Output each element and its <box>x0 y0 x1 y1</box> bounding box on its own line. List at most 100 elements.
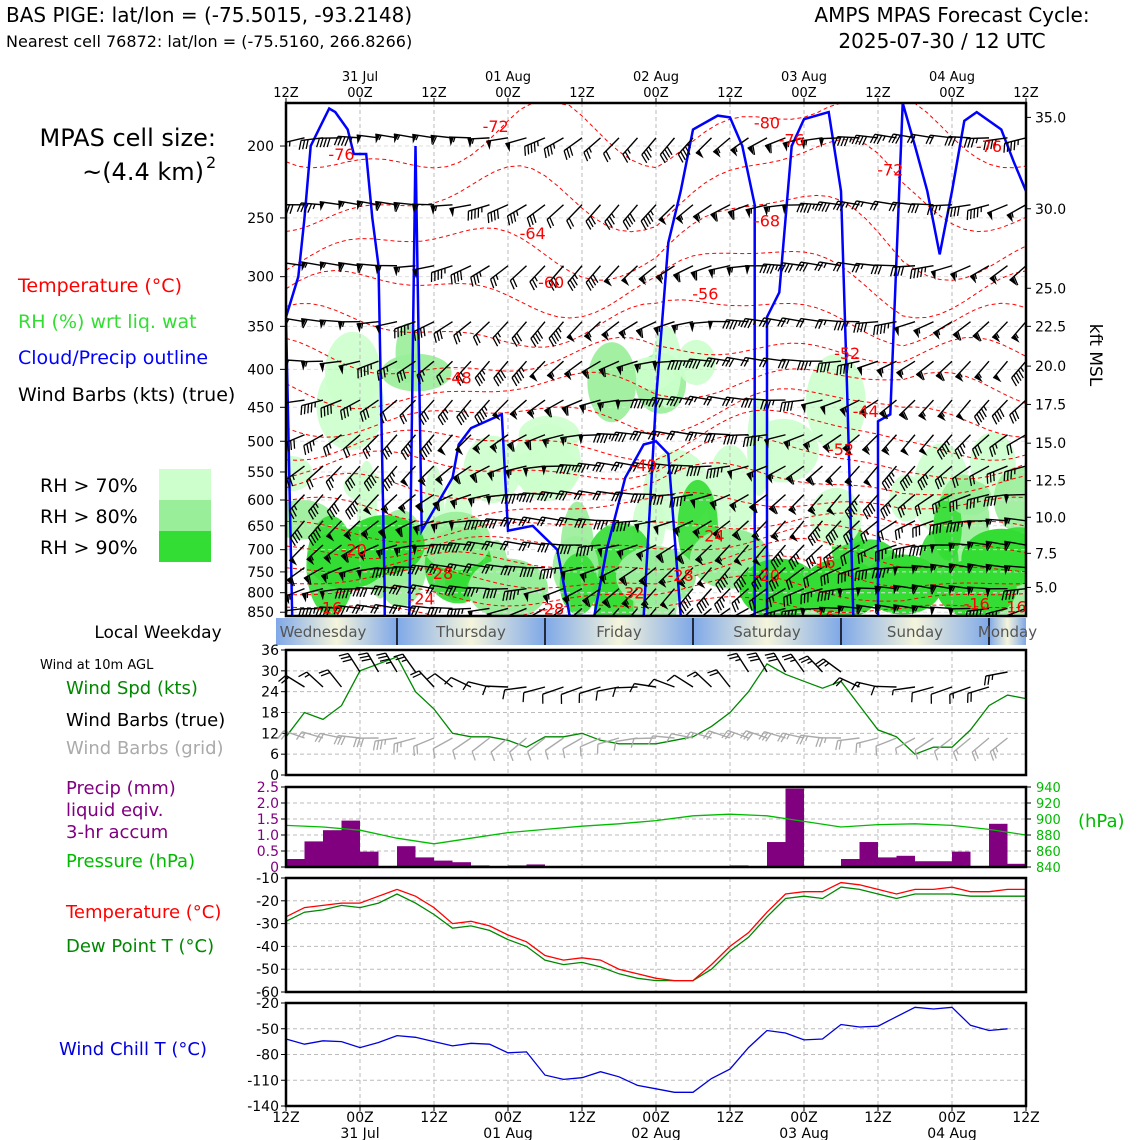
barb-flag <box>401 412 408 422</box>
top-axis-date-label: 31 Jul <box>342 70 378 85</box>
barb-pennant <box>618 330 626 340</box>
barb-flag <box>684 395 691 405</box>
upper-wind-barb <box>611 431 638 443</box>
barb-flag <box>429 564 435 574</box>
barb-flag <box>762 318 768 328</box>
barb-flag <box>667 360 672 370</box>
barb-shaft <box>874 264 897 267</box>
barb-shaft <box>899 465 916 483</box>
barb-shaft <box>768 494 786 510</box>
upper-wind-barb <box>573 490 601 501</box>
barb-flag <box>410 585 417 595</box>
barb-flag <box>362 587 368 598</box>
barb-shaft <box>807 494 824 512</box>
barb-flag <box>780 318 787 328</box>
upper-wind-barb <box>967 563 990 574</box>
temperature-legend: Temperature (°C) <box>65 902 221 923</box>
upper-wind-barb <box>524 434 546 451</box>
barb-flag <box>423 445 430 455</box>
y-tick-label: 0 <box>270 768 279 784</box>
barb-flag <box>377 586 383 596</box>
upper-wind-barb <box>745 204 768 219</box>
barb-flag <box>840 321 846 331</box>
barb-half-flag <box>690 732 695 738</box>
upper-wind-barb <box>399 399 416 425</box>
upper-wind-barb <box>825 520 842 546</box>
barb-shaft <box>340 399 361 412</box>
precip-bar <box>360 851 379 867</box>
barb-flag <box>511 442 515 452</box>
barb-pennant <box>343 532 352 541</box>
barb-flag <box>992 749 997 759</box>
bottom-axis-hour-label: 12Z <box>568 1110 595 1126</box>
barb-flag <box>474 520 479 530</box>
grid-wind-barb <box>527 737 546 761</box>
barb-shaft <box>448 607 472 611</box>
barb-shaft <box>805 465 823 481</box>
barb-flag <box>855 135 861 145</box>
grid-wind-barb <box>471 737 490 761</box>
barb-flag <box>677 153 684 163</box>
barb-flag <box>563 544 568 555</box>
barb-flag <box>909 269 913 279</box>
barb-flag <box>784 359 790 369</box>
barb-half-flag <box>1020 366 1025 373</box>
upper-wind-barb <box>481 540 509 551</box>
barb-flag <box>751 583 757 593</box>
barb-flag <box>966 210 969 221</box>
rh-blob <box>421 511 491 571</box>
barb-half-flag <box>1017 139 1019 146</box>
barb-flag <box>395 656 405 661</box>
barb-half-flag <box>415 204 419 210</box>
barb-flag <box>715 212 718 222</box>
bottom-axis-date-label: 01 Aug <box>483 1126 533 1140</box>
upper-wind-barb <box>323 544 342 565</box>
upper-wind-barb <box>877 520 897 543</box>
barb-flag <box>359 412 364 422</box>
barb-flag <box>976 332 982 342</box>
barb-half-flag <box>627 521 631 527</box>
barb-flag <box>1006 142 1009 152</box>
bottom-axis-date-label: 04 Aug <box>927 1126 977 1140</box>
upper-wind-barb <box>653 321 675 337</box>
barb-shaft <box>504 587 527 593</box>
upper-wind-barb <box>918 399 935 421</box>
barb-half-flag <box>693 673 699 678</box>
barb-flag <box>296 202 302 212</box>
precip-bar <box>989 823 1008 867</box>
barb-half-flag <box>444 268 446 274</box>
upper-wind-barb <box>612 520 638 532</box>
barb-flag <box>629 213 636 222</box>
barb-half-flag <box>381 549 383 555</box>
upper-wind-barb <box>454 434 472 456</box>
barb-pennant <box>393 267 399 277</box>
barb-flag <box>298 671 308 678</box>
barb-shaft <box>585 265 602 283</box>
barb-shaft <box>782 607 805 613</box>
barb-flag <box>724 731 732 740</box>
upper-wind-barb <box>889 265 916 277</box>
barb-flag <box>882 568 886 578</box>
barb-pennant <box>881 447 890 456</box>
barb-shaft <box>467 563 490 569</box>
precip-bar <box>1007 863 1026 867</box>
barb-shaft <box>412 265 435 271</box>
barb-flag <box>673 397 679 407</box>
barb-flag <box>990 496 994 506</box>
barb-flag <box>969 499 972 509</box>
barb-flag <box>836 136 842 146</box>
upper-wind-barb <box>640 204 657 230</box>
barb-flag <box>716 601 722 611</box>
barb-flag <box>906 134 913 144</box>
barb-shaft <box>948 204 971 209</box>
upper-wind-barb <box>837 605 860 616</box>
barb-flag <box>933 751 939 761</box>
barb-pennant <box>412 204 418 214</box>
barb-flag <box>740 575 747 585</box>
barb-flag <box>706 396 713 406</box>
barb-flag <box>682 148 689 158</box>
upper-wind-barb <box>1004 565 1026 575</box>
barb-shaft <box>511 360 528 379</box>
barb-flag <box>289 204 294 214</box>
barb-flag <box>294 531 301 541</box>
